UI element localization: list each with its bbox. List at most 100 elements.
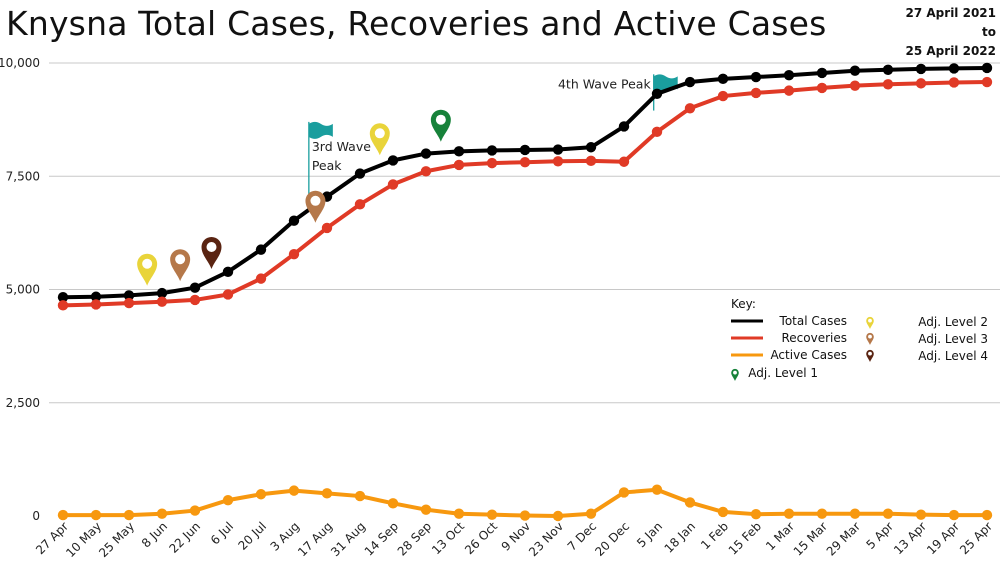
annotation-text: 3rd Wave: [312, 139, 371, 154]
data-point: [585, 155, 597, 167]
x-tick-label: 10 May: [63, 519, 104, 560]
pin-shape: [369, 123, 390, 156]
data-point: [684, 103, 696, 114]
data-point: [948, 63, 960, 74]
key-pin-label: Adj. Level 1: [748, 366, 818, 380]
data-point: [321, 222, 333, 234]
data-point: [717, 73, 729, 85]
data-point: [453, 146, 465, 157]
data-point: [354, 168, 366, 179]
series-lines: [57, 62, 993, 522]
pin-hole: [868, 318, 872, 323]
x-tick-label: 31 Aug: [328, 519, 368, 559]
data-point: [57, 509, 69, 521]
pin-hole: [206, 242, 217, 253]
data-point: [255, 489, 267, 500]
pin-hole: [733, 370, 737, 375]
data-point: [90, 509, 102, 521]
data-point: [222, 266, 234, 278]
wave-peak-annotations: 3rd Wave Peak 4th Wave Peak: [308, 74, 678, 204]
data-point: [189, 282, 201, 293]
annotation-text: 4th Wave Peak: [558, 76, 651, 91]
data-point: [849, 65, 861, 76]
data-point: [882, 508, 894, 519]
data-point: [618, 121, 630, 132]
chart-title: Knysna Total Cases, Recoveries and Activ…: [6, 4, 827, 43]
data-point: [255, 273, 267, 284]
data-point: [651, 126, 663, 138]
data-point: [552, 144, 564, 155]
series-line: [62, 80, 988, 308]
data-point: [387, 498, 399, 509]
data-point: [288, 215, 300, 226]
data-point: [849, 508, 861, 519]
x-tick-label: 20 Dec: [592, 519, 632, 559]
pin-hole: [435, 114, 446, 125]
pin-hole: [310, 195, 321, 206]
data-point: [981, 509, 993, 521]
data-point: [57, 292, 69, 303]
data-point: [519, 157, 531, 168]
grid-lines: [49, 62, 1000, 404]
data-point: [981, 62, 993, 74]
data-point: [57, 300, 69, 311]
pin-hole: [868, 334, 872, 339]
pin-hole: [868, 351, 872, 356]
map-pin-icon: [369, 123, 390, 156]
data-point: [486, 509, 498, 520]
data-point: [321, 488, 333, 499]
data-point: [651, 484, 663, 495]
data-point: [519, 144, 531, 156]
data-point: [816, 82, 828, 94]
chart-key: Key: Total Cases Recoveries Active Cases Adj…: [731, 297, 988, 381]
data-point: [783, 85, 795, 96]
date-range-from: 27 April 2021: [905, 6, 996, 20]
x-tick-label: 29 Mar: [824, 519, 863, 558]
data-point: [486, 145, 498, 156]
data-point: [651, 88, 663, 100]
data-point: [288, 485, 300, 496]
data-point: [717, 506, 729, 518]
key-pin-icon: [866, 332, 874, 345]
x-tick-label: 19 Apr: [924, 519, 962, 557]
data-point: [915, 509, 927, 520]
map-pin-icon: [170, 249, 191, 282]
key-pin-icon: [731, 368, 739, 381]
data-point: [948, 509, 960, 521]
key-pin-icon: [866, 316, 874, 329]
pin-hole: [374, 128, 385, 139]
data-point: [189, 505, 201, 516]
data-point: [948, 77, 960, 88]
flag-icon: [308, 121, 333, 139]
data-point: [783, 70, 795, 81]
data-point: [90, 299, 102, 310]
pin-shape: [866, 332, 874, 345]
data-point: [849, 80, 861, 91]
pin-shape: [137, 253, 158, 286]
data-point: [552, 156, 564, 167]
x-tick-label: 25 Apr: [957, 519, 995, 557]
data-point: [222, 494, 234, 506]
pin-hole: [175, 254, 186, 265]
x-tick-label: 17 Aug: [295, 519, 335, 559]
data-point: [816, 508, 828, 519]
date-range: 27 April 2021 to 25 April 2022: [886, 4, 996, 61]
data-point: [618, 156, 630, 167]
data-point: [420, 504, 432, 515]
y-tick-label: 2,500: [6, 396, 40, 410]
pin-shape: [305, 190, 326, 223]
data-point: [420, 148, 432, 159]
map-pin-icon: [137, 253, 158, 286]
data-point: [783, 508, 795, 519]
data-point: [156, 296, 168, 307]
data-point: [123, 297, 135, 309]
data-point: [387, 179, 399, 190]
y-tick-label: 5,000: [6, 283, 40, 297]
x-tick-label: 26 Oct: [462, 519, 500, 557]
x-tick-label: 15 Feb: [726, 519, 764, 557]
data-point: [882, 64, 894, 75]
level-markers: [137, 109, 451, 286]
map-pin-icon: [201, 237, 222, 270]
data-point: [387, 155, 399, 166]
